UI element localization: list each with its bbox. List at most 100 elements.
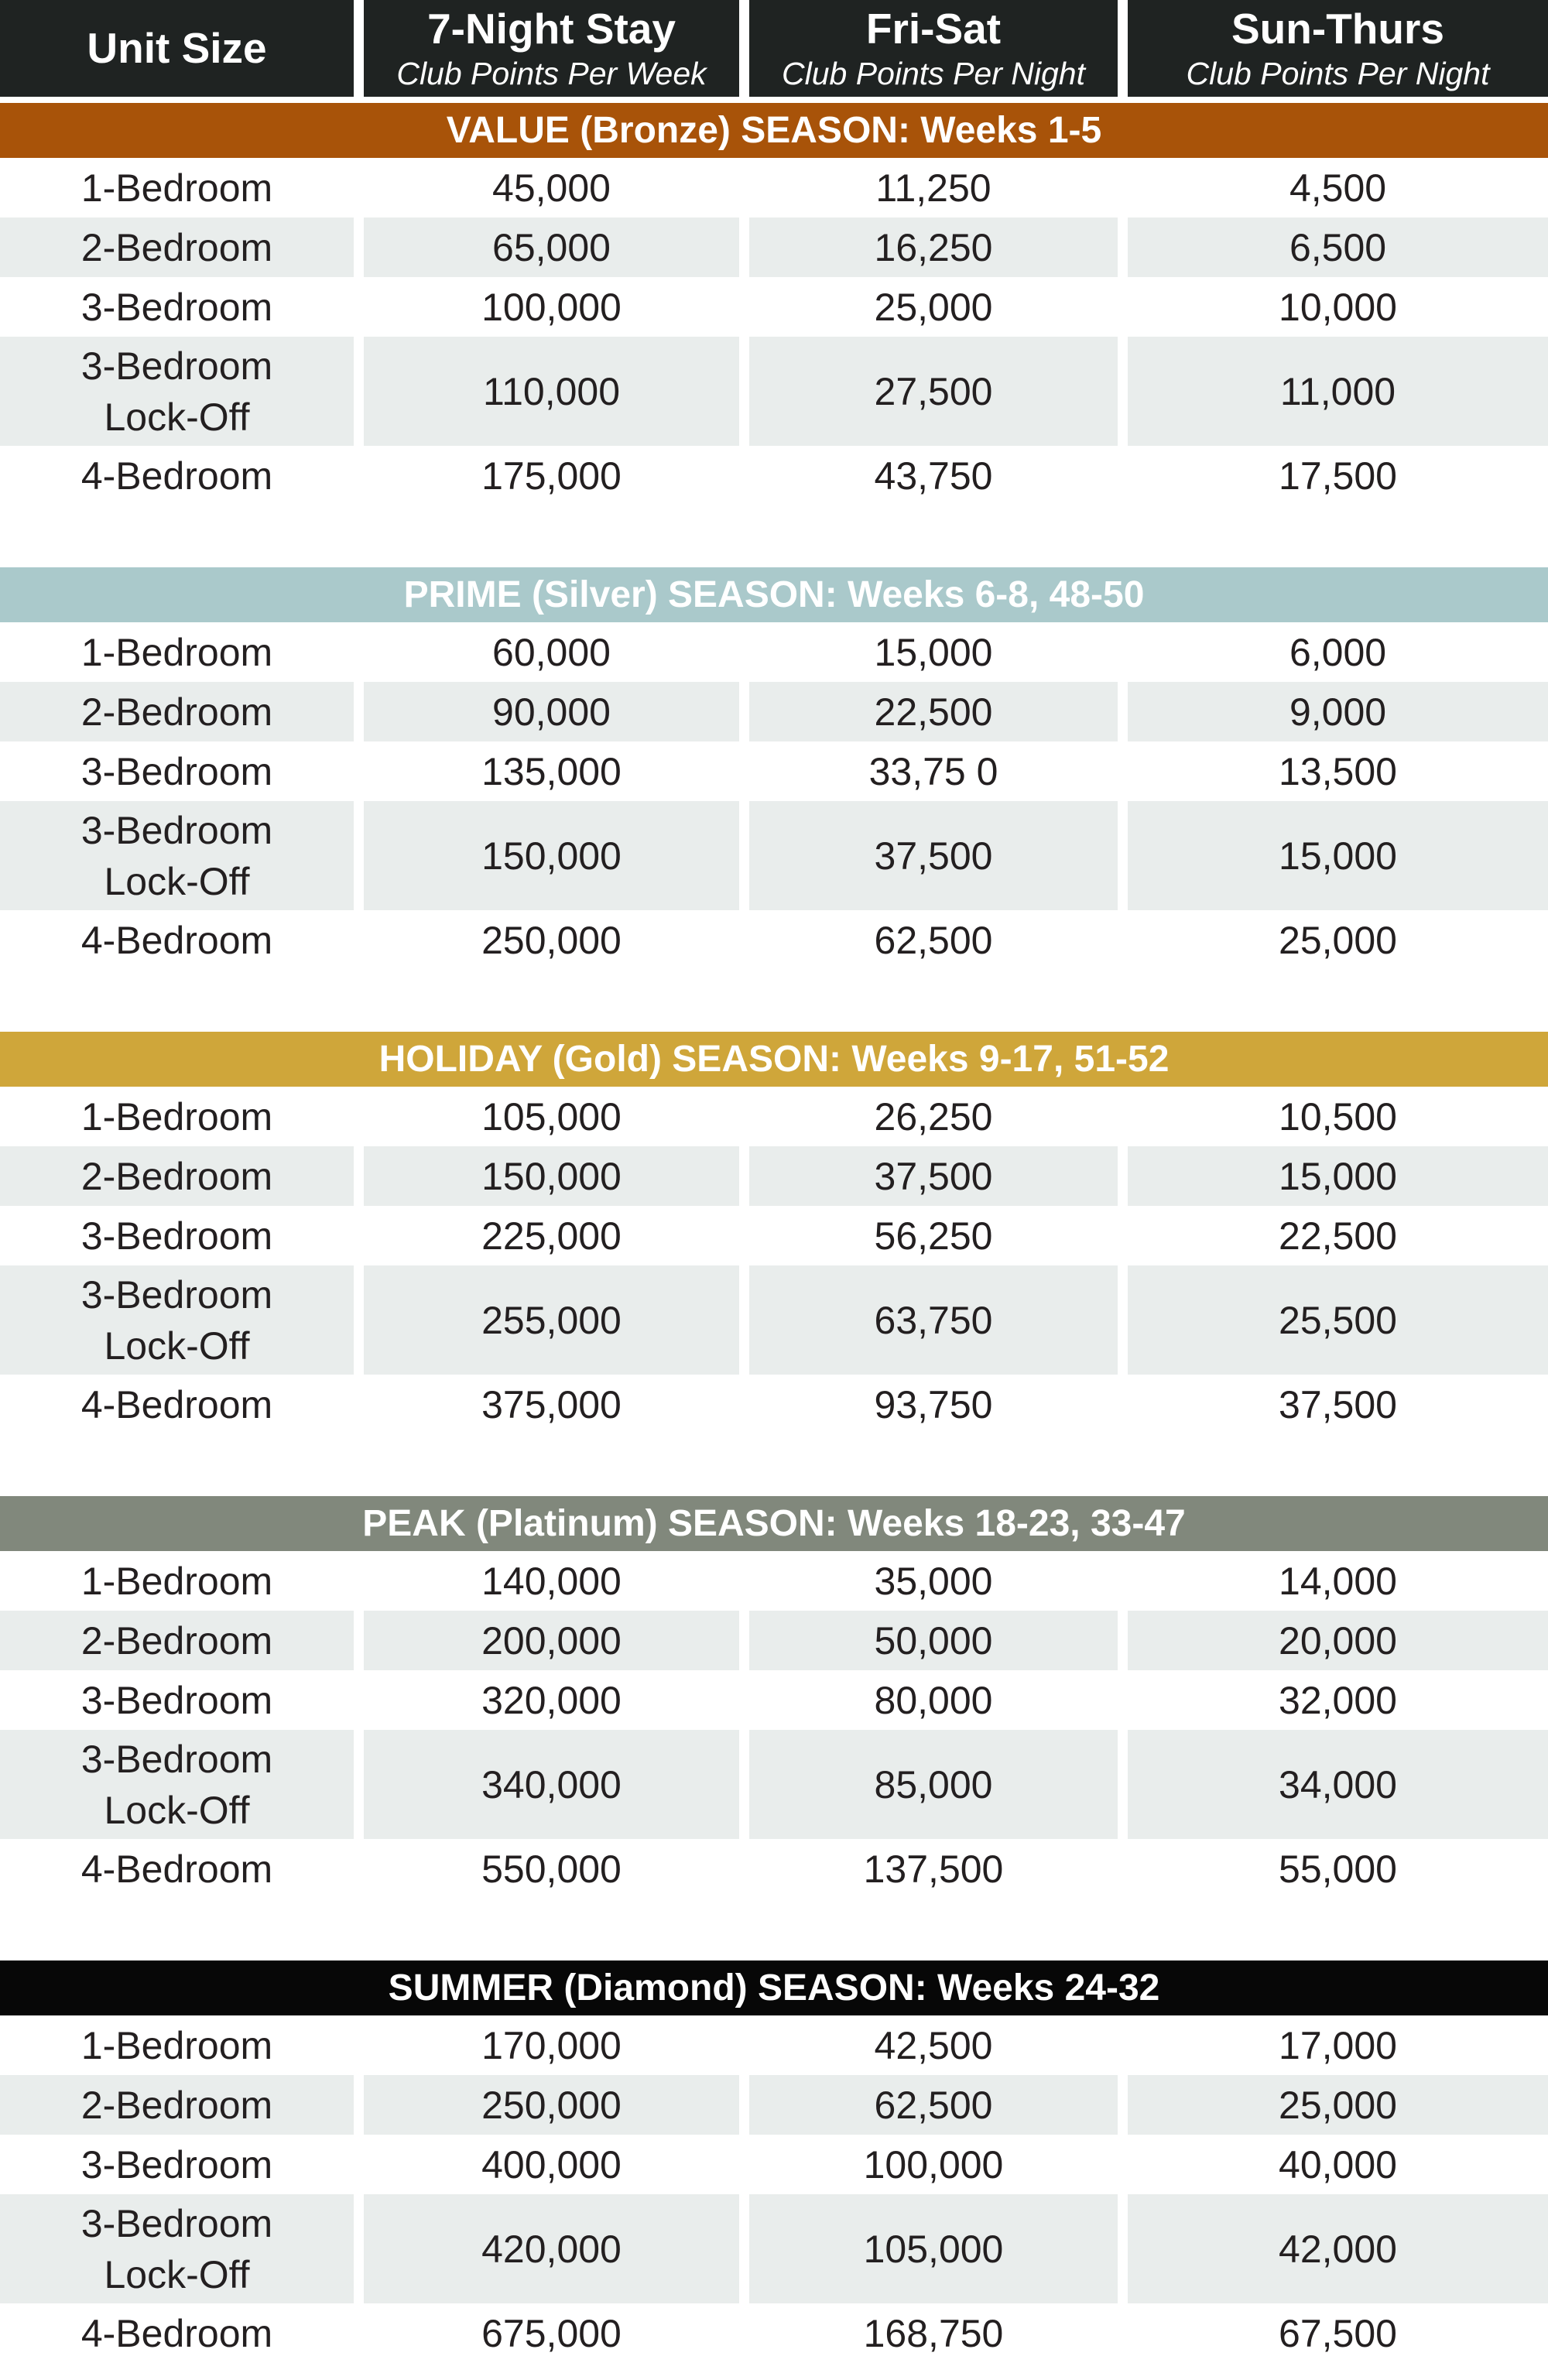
fri-sat-cell: 63,750	[749, 1265, 1118, 1375]
fri-sat-value: 26,250	[874, 1094, 993, 1139]
unit-size-cell: 2-Bedroom	[0, 1611, 354, 1670]
seven-night-value: 250,000	[481, 2083, 622, 2127]
seven-night-cell: 140,000	[364, 1551, 739, 1611]
table-row: 1-Bedroom 140,000 35,000 14,000	[0, 1551, 1548, 1611]
table-row: 3-Bedroom 100,000 25,000 10,000	[0, 277, 1548, 337]
fri-sat-value: 37,500	[874, 1154, 993, 1198]
seven-night-value: 420,000	[481, 2227, 622, 2271]
season-section-holiday-gold: HOLIDAY (Gold) SEASON: Weeks 9-17, 51-52…	[0, 1032, 1548, 1434]
sun-thurs-value: 67,500	[1279, 2311, 1397, 2355]
table-row: 1-Bedroom 45,000 11,250 4,500	[0, 158, 1548, 217]
season-title: PEAK (Platinum) SEASON: Weeks 18-23, 33-…	[362, 1502, 1186, 1544]
fri-sat-value: 25,000	[874, 285, 993, 329]
unit-size-cell: 1-Bedroom	[0, 1551, 354, 1611]
table-row: 2-Bedroom 150,000 37,500 15,000	[0, 1146, 1548, 1206]
seven-night-value: 375,000	[481, 1382, 622, 1426]
sun-thurs-value: 6,000	[1289, 630, 1387, 674]
sun-thurs-value: 22,500	[1279, 1214, 1397, 1258]
sun-thurs-cell: 42,000	[1128, 2194, 1548, 2303]
seven-night-cell: 255,000	[364, 1265, 739, 1375]
sun-thurs-cell: 67,500	[1128, 2303, 1548, 2363]
seven-night-cell: 65,000	[364, 217, 739, 277]
sun-thurs-cell: 17,500	[1128, 446, 1548, 505]
sun-thurs-value: 14,000	[1279, 1559, 1397, 1603]
header-subtitle-7-night-stay: Club Points Per Week	[396, 55, 707, 91]
sun-thurs-value: 55,000	[1279, 1847, 1397, 1891]
fri-sat-cell: 11,250	[749, 158, 1118, 217]
fri-sat-value: 105,000	[863, 2227, 1004, 2271]
fri-sat-cell: 62,500	[749, 2075, 1118, 2135]
seven-night-cell: 60,000	[364, 622, 739, 682]
sun-thurs-value: 11,000	[1279, 369, 1396, 413]
unit-size-cell: 1-Bedroom	[0, 1087, 354, 1146]
season-title-bar: PRIME (Silver) SEASON: Weeks 6-8, 48-50	[0, 567, 1548, 622]
sun-thurs-value: 20,000	[1279, 1618, 1397, 1663]
unit-size-cell: 3-Bedroom Lock-Off	[0, 337, 354, 446]
table-row: 3-Bedroom 320,000 80,000 32,000	[0, 1670, 1548, 1730]
unit-size-label: 2-Bedroom	[80, 690, 273, 734]
sun-thurs-cell: 37,500	[1128, 1375, 1548, 1434]
table-row: 3-Bedroom 135,000 33,75 0 13,500	[0, 741, 1548, 801]
sun-thurs-cell: 11,000	[1128, 337, 1548, 446]
seven-night-value: 110,000	[482, 369, 621, 413]
fri-sat-cell: 100,000	[749, 2135, 1118, 2194]
fri-sat-cell: 37,500	[749, 801, 1118, 910]
fri-sat-cell: 15,000	[749, 622, 1118, 682]
sun-thurs-value: 32,000	[1279, 1678, 1397, 1722]
season-section-summer-diamond: SUMMER (Diamond) SEASON: Weeks 24-32 1-B…	[0, 1961, 1548, 2363]
unit-size-label: 4-Bedroom	[80, 1382, 273, 1426]
seven-night-cell: 100,000	[364, 277, 739, 337]
sun-thurs-value: 10,500	[1279, 1094, 1397, 1139]
sun-thurs-cell: 9,000	[1128, 682, 1548, 741]
unit-size-label: 4-Bedroom	[80, 2311, 273, 2355]
unit-size-label: 2-Bedroom	[80, 225, 273, 269]
header-cell-fri-sat: Fri-Sat Club Points Per Night	[749, 0, 1118, 97]
fri-sat-value: 137,500	[863, 1847, 1004, 1891]
season-title: PRIME (Silver) SEASON: Weeks 6-8, 48-50	[403, 574, 1145, 615]
unit-size-label: 1-Bedroom	[80, 1094, 273, 1139]
unit-size-cell: 3-Bedroom Lock-Off	[0, 1730, 354, 1839]
unit-size-label: 4-Bedroom	[80, 1847, 273, 1891]
unit-size-cell: 3-Bedroom Lock-Off	[0, 801, 354, 910]
unit-size-label: 1-Bedroom	[80, 2023, 273, 2067]
table-row: 3-Bedroom 225,000 56,250 22,500	[0, 1206, 1548, 1265]
sun-thurs-value: 37,500	[1279, 1382, 1397, 1426]
fri-sat-value: 22,500	[874, 690, 993, 734]
seven-night-value: 150,000	[481, 1154, 622, 1198]
fri-sat-value: 35,000	[874, 1559, 993, 1603]
fri-sat-value: 85,000	[874, 1762, 993, 1806]
seven-night-value: 675,000	[481, 2311, 622, 2355]
sun-thurs-value: 17,000	[1279, 2023, 1397, 2067]
fri-sat-value: 93,750	[874, 1382, 993, 1426]
seven-night-cell: 320,000	[364, 1670, 739, 1730]
sun-thurs-value: 9,000	[1289, 690, 1387, 734]
table-row: 3-Bedroom Lock-Off 340,000 85,000 34,000	[0, 1730, 1548, 1839]
sun-thurs-value: 15,000	[1279, 1154, 1397, 1198]
seven-night-cell: 90,000	[364, 682, 739, 741]
seven-night-value: 200,000	[481, 1618, 622, 1663]
table-header: Unit Size 7-Night Stay Club Points Per W…	[0, 0, 1548, 97]
seven-night-cell: 170,000	[364, 2015, 739, 2075]
fri-sat-value: 80,000	[874, 1678, 993, 1722]
fri-sat-value: 15,000	[874, 630, 993, 674]
sun-thurs-cell: 10,500	[1128, 1087, 1548, 1146]
season-rows: 1-Bedroom 60,000 15,000 6,000 2-Bedroom …	[0, 622, 1548, 970]
season-title-bar: VALUE (Bronze) SEASON: Weeks 1-5	[0, 103, 1548, 158]
seven-night-cell: 675,000	[364, 2303, 739, 2363]
unit-size-label: 3-Bedroom	[80, 1678, 273, 1722]
season-rows: 1-Bedroom 105,000 26,250 10,500 2-Bedroo…	[0, 1087, 1548, 1434]
sun-thurs-value: 40,000	[1279, 2142, 1397, 2187]
table-row: 1-Bedroom 60,000 15,000 6,000	[0, 622, 1548, 682]
header-subtitle-fri-sat: Club Points Per Night	[782, 55, 1085, 91]
sun-thurs-cell: 15,000	[1128, 1146, 1548, 1206]
fri-sat-value: 37,500	[874, 834, 993, 878]
season-title: HOLIDAY (Gold) SEASON: Weeks 9-17, 51-52	[378, 1038, 1170, 1080]
unit-size-label: 3-Bedroom Lock-Off	[80, 1737, 273, 1832]
sun-thurs-cell: 10,000	[1128, 277, 1548, 337]
seven-night-value: 225,000	[481, 1214, 622, 1258]
fri-sat-cell: 26,250	[749, 1087, 1118, 1146]
unit-size-label: 3-Bedroom Lock-Off	[80, 1272, 273, 1368]
season-rows: 1-Bedroom 140,000 35,000 14,000 2-Bedroo…	[0, 1551, 1548, 1899]
unit-size-cell: 3-Bedroom	[0, 1206, 354, 1265]
